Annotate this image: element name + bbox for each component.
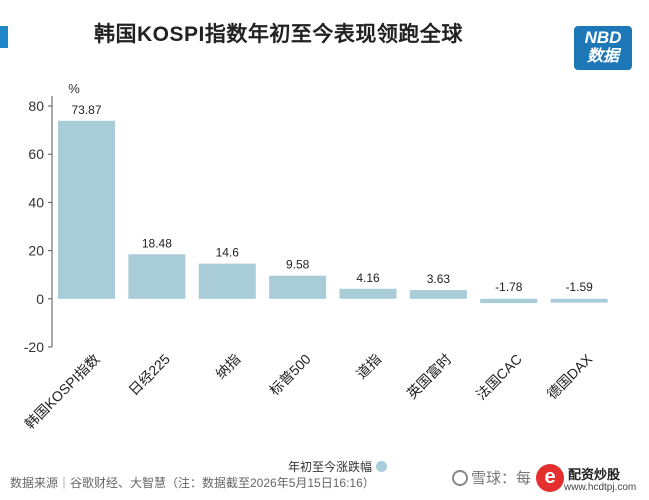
- data-label: 73.87: [71, 103, 101, 117]
- category-label: 法国CAC: [473, 351, 525, 403]
- data-label: 4.16: [356, 271, 380, 285]
- logo-line-2: 数据: [586, 48, 619, 65]
- brand-name: 配资炒股: [568, 467, 621, 482]
- y-tick-label: 20: [28, 243, 44, 259]
- chart-title: 韩国KOSPI指数年初至今表现领跑全球: [94, 23, 463, 46]
- data-label: 14.6: [216, 246, 240, 260]
- brand-e-icon: e: [536, 464, 564, 492]
- y-axis-unit: %: [68, 81, 80, 96]
- data-label: -1.78: [495, 280, 523, 294]
- category-label: 韩国KOSPI指数: [21, 351, 102, 432]
- bar: [409, 290, 467, 299]
- bar: [480, 298, 538, 304]
- category-label: 英国富时: [404, 351, 455, 402]
- brand-badge: e 配资炒股 www.hcdtpj.com: [536, 462, 646, 498]
- legend-label: 年初至今涨跌幅: [288, 460, 373, 474]
- data-label: -1.59: [565, 280, 593, 294]
- bar: [128, 254, 186, 299]
- category-label: 纳指: [212, 351, 243, 382]
- source-note: 数据来源｜谷歌财经、大智慧（注：数据截至2026年5月15日16:16）: [10, 476, 375, 490]
- category-label: 标普500: [266, 351, 314, 399]
- xueqiu-icon: [452, 470, 468, 486]
- category-label: 日经225: [125, 351, 173, 399]
- y-tick-label: 80: [28, 98, 44, 114]
- y-tick-label: 40: [28, 194, 44, 210]
- legend-swatch: [376, 461, 388, 472]
- bar: [339, 288, 397, 299]
- category-label: 德国DAX: [544, 350, 596, 402]
- bar: [198, 263, 256, 299]
- title-accent: [0, 26, 8, 48]
- logo-line-1: NBD: [584, 28, 622, 47]
- watermark-text: 雪球：每: [471, 470, 532, 487]
- y-tick-label: -20: [24, 339, 44, 355]
- nbd-logo: NBD 数据: [574, 26, 632, 70]
- category-label: 道指: [353, 351, 384, 382]
- data-label: 9.58: [286, 258, 310, 272]
- legend: 年初至今涨跌幅: [288, 458, 388, 475]
- title-bar: 韩国KOSPI指数年初至今表现领跑全球 NBD 数据: [0, 0, 649, 70]
- bar: [550, 298, 608, 303]
- xueqiu-watermark: 雪球：每: [452, 467, 531, 488]
- y-tick-label: 0: [36, 291, 44, 307]
- brand-url: www.hcdtpj.com: [564, 482, 637, 493]
- y-tick-label: 60: [28, 146, 44, 162]
- bar: [269, 275, 327, 299]
- data-label: 18.48: [142, 236, 172, 250]
- data-label: 3.63: [427, 272, 451, 286]
- bar: [58, 120, 115, 299]
